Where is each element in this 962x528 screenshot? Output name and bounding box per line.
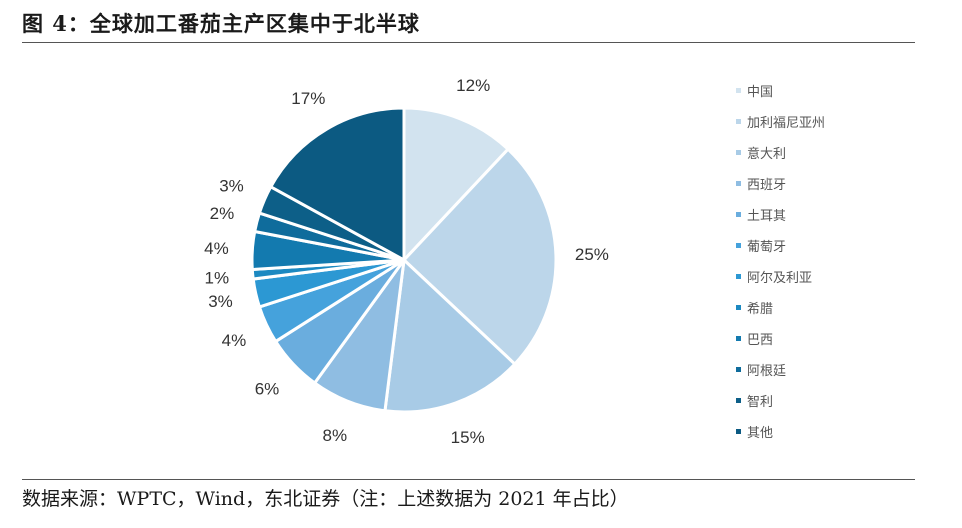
- legend-label: 中国: [747, 84, 774, 100]
- legend-swatch: [736, 87, 741, 93]
- legend-item: 加利福尼亚州: [736, 111, 825, 131]
- data-label-12: 17%: [291, 89, 325, 108]
- legend-item: 中国: [736, 80, 773, 100]
- legend-item: 阿尔及利亚: [736, 266, 812, 286]
- legend-label: 土耳其: [747, 208, 787, 224]
- legend-item: 希腊: [736, 297, 773, 317]
- legend-label: 阿尔及利亚: [747, 270, 813, 286]
- data-label-6: 4%: [222, 331, 247, 350]
- legend-swatch: [736, 118, 741, 124]
- legend-swatch: [736, 180, 741, 186]
- data-label-10: 2%: [210, 204, 235, 223]
- data-label-8: 1%: [205, 269, 230, 288]
- legend-swatch: [736, 273, 741, 279]
- data-label-7: 3%: [208, 292, 233, 311]
- data-label-2: 25%: [575, 245, 609, 264]
- legend-item: 土耳其: [736, 204, 786, 224]
- data-label-5: 6%: [255, 380, 280, 399]
- legend-swatch: [736, 428, 741, 434]
- pie-slice-2: [402, 147, 558, 366]
- legend-item: 阿根廷: [736, 359, 786, 379]
- legend-swatch: [736, 149, 741, 155]
- pie-slice-1: [402, 106, 510, 262]
- legend-item: 葡萄牙: [736, 235, 786, 255]
- legend-label: 希腊: [747, 301, 774, 317]
- chart-title: 图 4：全球加工番茄主产区集中于北半球: [22, 11, 420, 36]
- legend-swatch: [736, 304, 741, 310]
- data-label-9: 4%: [204, 239, 229, 258]
- legend-swatch: [736, 211, 741, 217]
- legend-item: 意大利: [736, 142, 786, 162]
- pie-labels: 12% 25% 15% 8% 6% 4% 3% 1% 4% 2% 3% 17%: [204, 76, 609, 447]
- legend-label: 其他: [747, 425, 774, 441]
- data-label-4: 8%: [323, 426, 348, 445]
- source-note: 数据来源：WPTC，Wind，东北证券（注：上述数据为 2021 年占比）: [22, 488, 629, 510]
- data-label-1: 12%: [456, 76, 490, 95]
- legend-label: 巴西: [747, 332, 774, 348]
- title-rule: [22, 42, 915, 43]
- legend-swatch: [736, 242, 741, 248]
- legend-swatch: [736, 335, 741, 341]
- legend-swatch: [736, 397, 741, 403]
- legend-item: 巴西: [736, 328, 773, 348]
- data-label-11: 3%: [219, 176, 244, 195]
- source-rule: [22, 479, 915, 480]
- legend-item: 西班牙: [736, 173, 786, 193]
- legend-label: 加利福尼亚州: [747, 115, 826, 131]
- data-label-3: 15%: [451, 428, 485, 447]
- legend-label: 西班牙: [747, 177, 787, 193]
- legend-swatch: [736, 366, 741, 372]
- legend-label: 葡萄牙: [747, 239, 787, 255]
- pie-slices: [250, 106, 558, 414]
- legend-label: 意大利: [747, 146, 787, 162]
- legend-label: 智利: [747, 394, 774, 410]
- pie-slice-3: [383, 258, 517, 414]
- legend-item: 其他: [736, 421, 773, 441]
- legend-label: 阿根廷: [747, 363, 787, 379]
- pie-slice-12: [269, 106, 406, 262]
- legend-item: 智利: [736, 390, 773, 410]
